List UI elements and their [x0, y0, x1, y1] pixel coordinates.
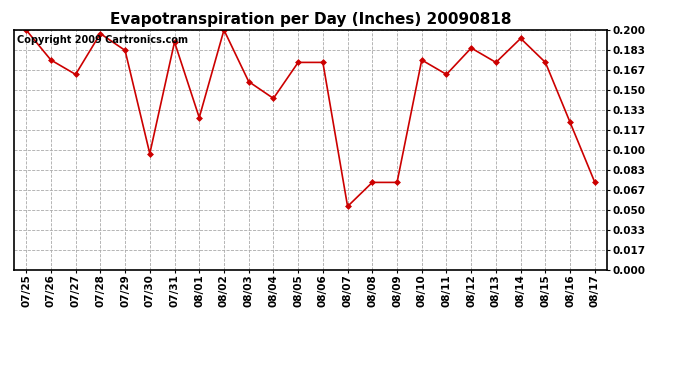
Title: Evapotranspiration per Day (Inches) 20090818: Evapotranspiration per Day (Inches) 2009… — [110, 12, 511, 27]
Text: Copyright 2009 Cartronics.com: Copyright 2009 Cartronics.com — [17, 35, 188, 45]
